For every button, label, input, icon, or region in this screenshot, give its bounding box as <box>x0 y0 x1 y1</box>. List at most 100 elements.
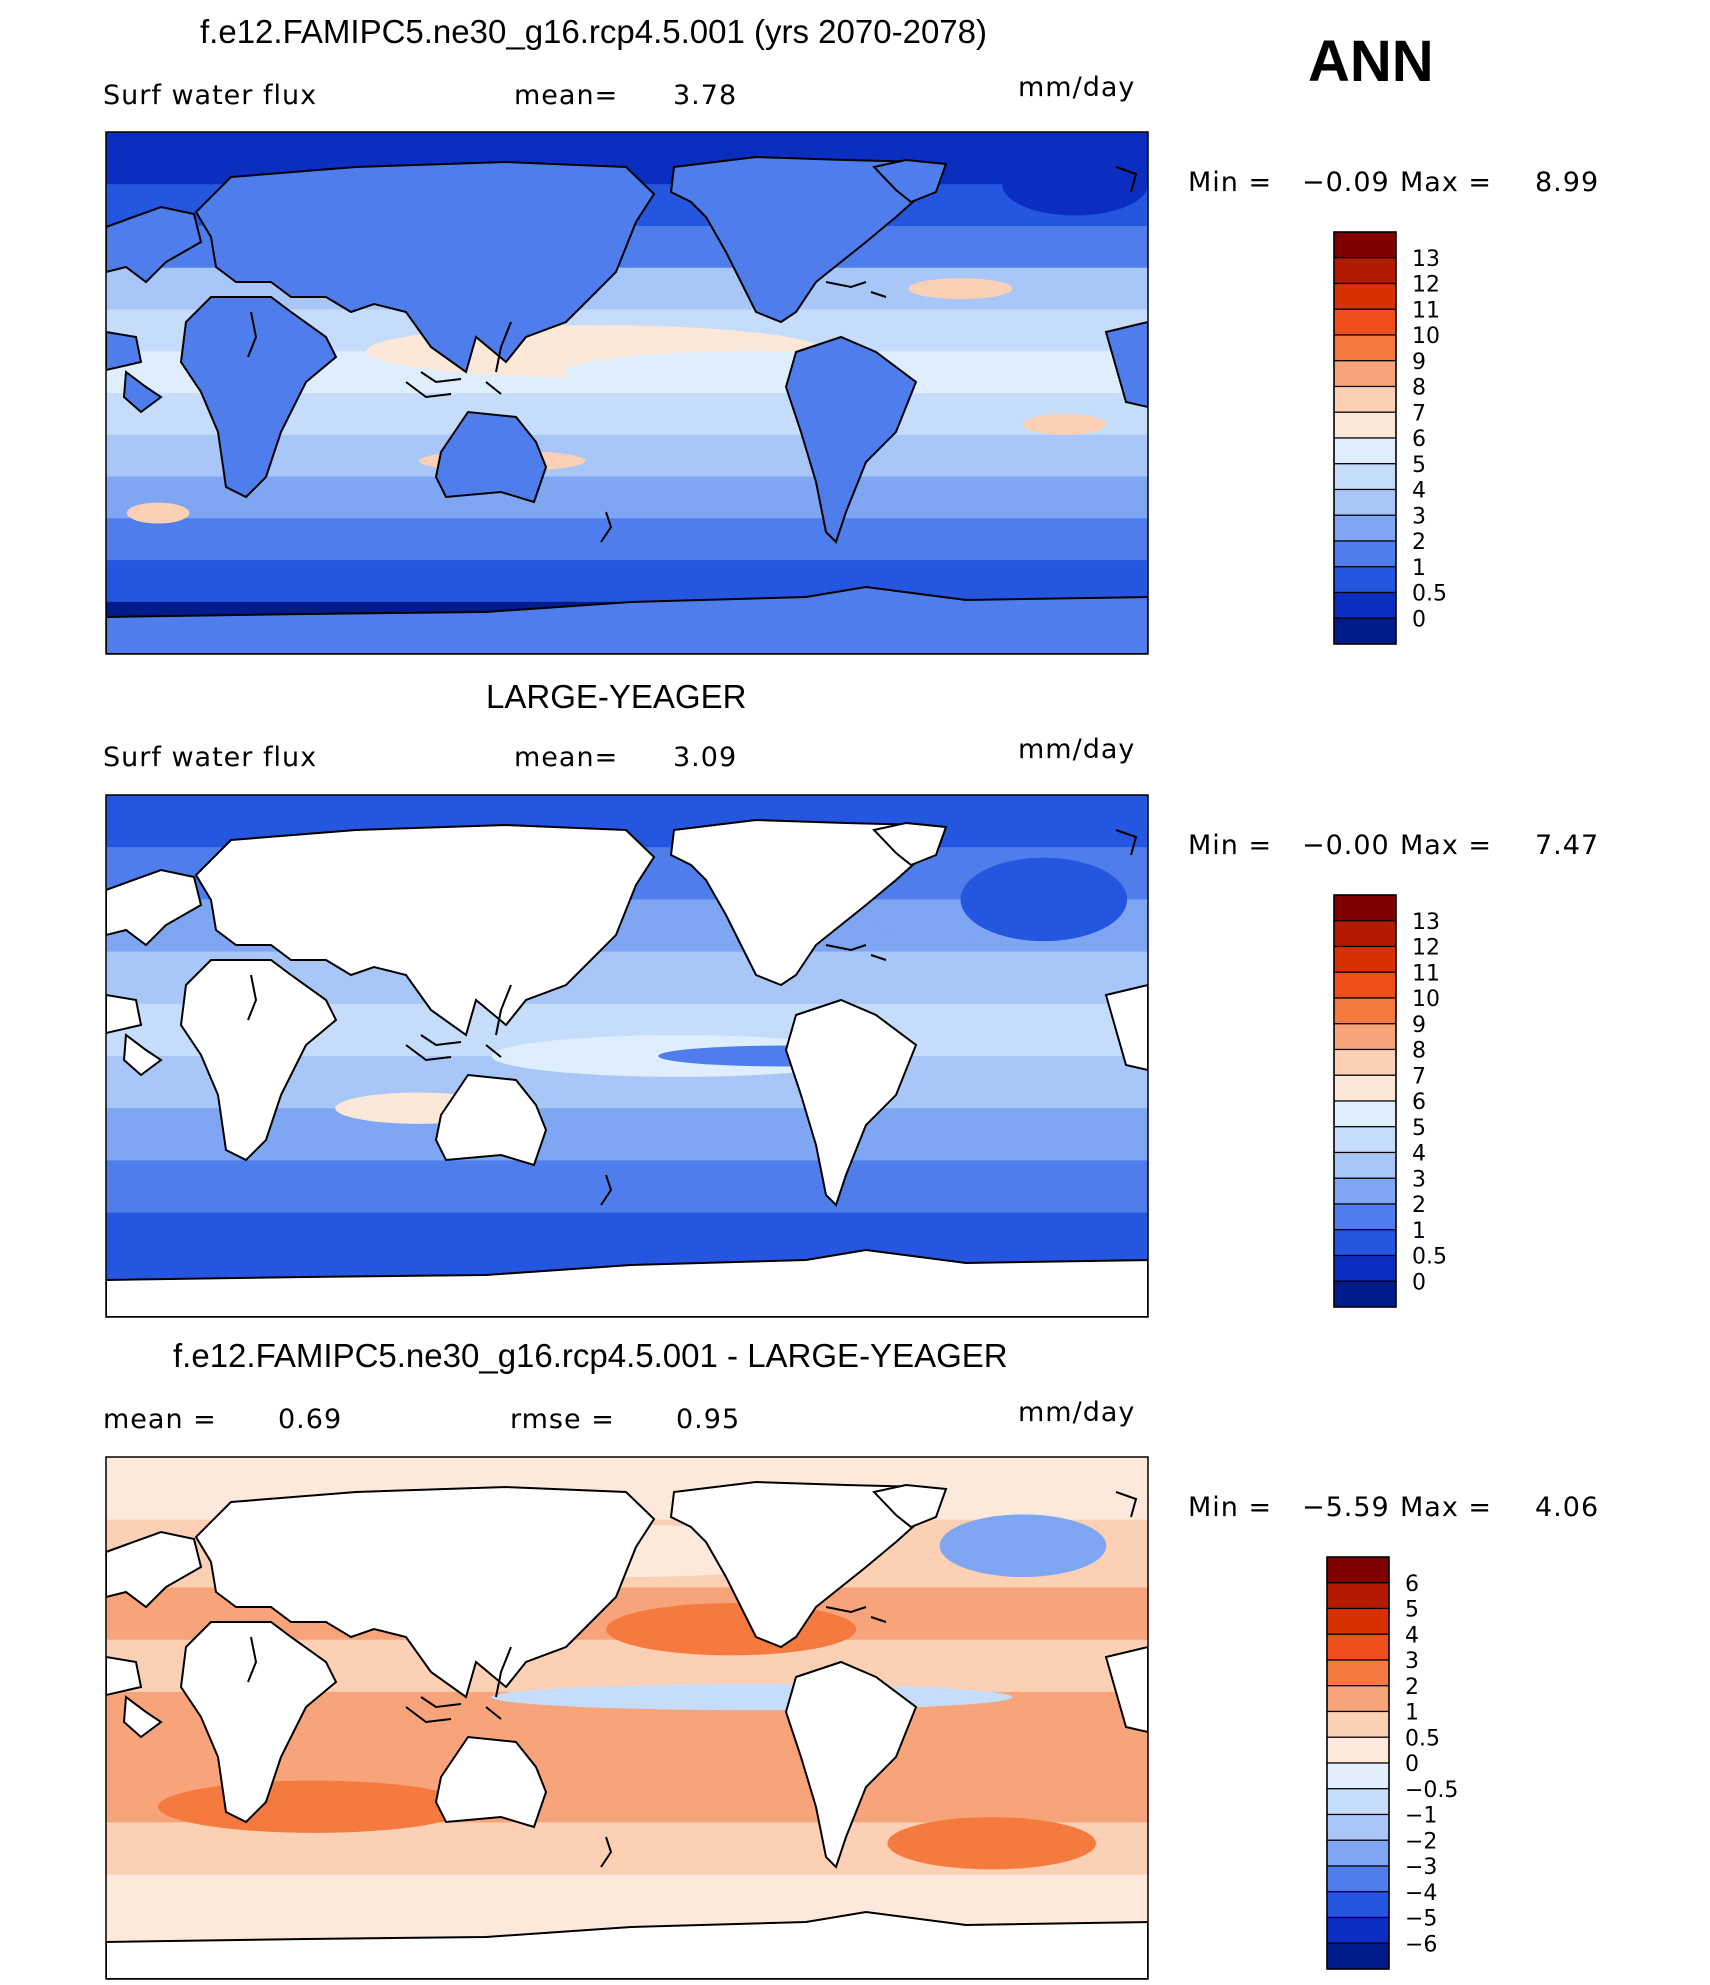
colorbar-swatch <box>1326 1916 1390 1944</box>
colorbar-swatch <box>1333 1126 1397 1154</box>
colorbar-swatch <box>1333 540 1397 568</box>
colorbar-tick-label: 8 <box>1412 1039 1426 1064</box>
field-feature <box>960 857 1128 942</box>
colorbar-tick-label: 5 <box>1412 453 1426 478</box>
colorbar-tick-label: 11 <box>1412 298 1440 323</box>
field-band <box>106 518 1148 562</box>
panel-3-stat1-label: mean = <box>103 1404 217 1435</box>
colorbar-tick-label: 2 <box>1412 530 1426 555</box>
colorbar-tick-label: 3 <box>1412 504 1426 529</box>
colorbar-swatch <box>1326 1865 1390 1893</box>
field-feature <box>1022 413 1107 435</box>
colorbar-swatch <box>1333 1048 1397 1076</box>
colorbar-swatch <box>1333 385 1397 413</box>
map-frame <box>105 794 1149 1318</box>
colorbar-swatch <box>1333 1254 1397 1282</box>
colorbar-tick-label: 6 <box>1412 1090 1426 1115</box>
colorbar-tick-label: 0 <box>1412 1270 1426 1295</box>
colorbar-swatch <box>1326 1607 1390 1635</box>
field-feature <box>606 1603 857 1656</box>
colorbar-swatch <box>1326 1710 1390 1738</box>
panel-3-min-label: Min = <box>1188 1492 1273 1523</box>
colorbar-tick-label: 4 <box>1412 1142 1426 1167</box>
colorbar-frame <box>1333 894 1397 1308</box>
colorbar-tick-label: 2 <box>1412 1193 1426 1218</box>
panel-2-max-value: 7.47 <box>1535 830 1600 861</box>
colorbar-tick-label: 13 <box>1412 247 1440 272</box>
colorbar-tick-label: 0 <box>1405 1752 1419 1777</box>
field-band <box>106 434 1148 478</box>
panel-3-title: f.e12.FAMIPC5.ne30_g16.rcp4.5.001 - LARG… <box>173 1337 1008 1374</box>
colorbar-swatch <box>1326 1788 1390 1816</box>
colorbar-tick-label: −4 <box>1405 1881 1437 1906</box>
colorbar-tick-label: −0.5 <box>1405 1778 1458 1803</box>
panel-2-stat1-value: 3.09 <box>673 742 738 773</box>
colorbar-swatch <box>1326 1736 1390 1764</box>
panel-2-stat1-label: mean= <box>514 742 619 773</box>
colorbar-tick-label: 1 <box>1405 1701 1419 1726</box>
colorbar-tick-label: 10 <box>1412 987 1440 1012</box>
colorbar-tick-label: 3 <box>1412 1167 1426 1192</box>
panel-2-variable: Surf water flux <box>103 742 318 773</box>
panel-3-min-value: −5.59 <box>1302 1492 1390 1523</box>
panel-3-max-value: 4.06 <box>1535 1492 1600 1523</box>
colorbar-swatch <box>1333 997 1397 1025</box>
colorbar-tick-label: 6 <box>1405 1572 1419 1597</box>
colorbar-tick-label: 9 <box>1412 1013 1426 1038</box>
colorbar-swatch <box>1333 1151 1397 1179</box>
colorbar-swatch <box>1333 1023 1397 1051</box>
colorbar-tick-label: 10 <box>1412 324 1440 349</box>
map-frame <box>105 131 1149 655</box>
field-feature <box>908 278 1013 300</box>
panel-3-stat2-label: rmse = <box>510 1404 615 1435</box>
colorbar-swatch <box>1333 360 1397 388</box>
colorbar-swatch <box>1333 231 1397 259</box>
colorbar-tick-label: 8 <box>1412 376 1426 401</box>
colorbar-swatch <box>1333 920 1397 948</box>
colorbar-tick-label: 1 <box>1412 556 1426 581</box>
colorbar-tick-label: 0 <box>1412 607 1426 632</box>
colorbar-swatch <box>1333 945 1397 973</box>
colorbar-swatch <box>1333 591 1397 619</box>
colorbar-swatch <box>1333 437 1397 465</box>
colorbar-tick-label: 5 <box>1405 1598 1419 1623</box>
panel-1-stat1-value: 3.78 <box>673 80 738 111</box>
panel-1-max-value: 8.99 <box>1535 167 1600 198</box>
colorbar-swatch <box>1333 1203 1397 1231</box>
panel-3-stat2-value: 0.95 <box>676 1404 741 1435</box>
colorbar-tick-label: 0.5 <box>1412 1245 1447 1270</box>
colorbar-tick-label: 4 <box>1405 1623 1419 1648</box>
panel-2-title: LARGE-YEAGER <box>486 678 747 715</box>
colorbar-swatch <box>1326 1685 1390 1713</box>
field-feature <box>887 1817 1096 1870</box>
colorbar-swatch <box>1333 257 1397 285</box>
panel-2-units: mm/day <box>1018 734 1136 765</box>
colorbar-swatch <box>1326 1659 1390 1687</box>
colorbar-swatch <box>1333 514 1397 542</box>
panel-2-min-label: Min = <box>1188 830 1273 861</box>
colorbar-tick-label: −1 <box>1405 1804 1437 1829</box>
field-band <box>106 560 1148 603</box>
panel-3-max-label: Max = <box>1400 1492 1493 1523</box>
colorbar-swatch <box>1333 1100 1397 1128</box>
colorbar-tick-label: 0.5 <box>1412 582 1447 607</box>
colorbar-tick-label: 3 <box>1405 1649 1419 1674</box>
colorbar-tick-label: 0.5 <box>1405 1726 1440 1751</box>
colorbar-swatch <box>1333 1280 1397 1308</box>
colorbar-tick-label: 9 <box>1412 350 1426 375</box>
field-band <box>106 476 1148 520</box>
colorbar-tick-label: 13 <box>1412 910 1440 935</box>
colorbar-swatch <box>1333 411 1397 439</box>
colorbar-tick-label: −5 <box>1405 1907 1437 1932</box>
panel-1-stat1-label: mean= <box>514 80 619 111</box>
panel-1-max-label: Max = <box>1400 167 1493 198</box>
panel-2-max-label: Max = <box>1400 830 1493 861</box>
colorbar-swatch <box>1333 971 1397 999</box>
colorbar-frame <box>1333 231 1397 645</box>
colorbar-swatch <box>1326 1839 1390 1867</box>
colorbar-swatch <box>1333 617 1397 645</box>
colorbar-tick-label: 4 <box>1412 479 1426 504</box>
colorbar-swatch <box>1333 282 1397 310</box>
